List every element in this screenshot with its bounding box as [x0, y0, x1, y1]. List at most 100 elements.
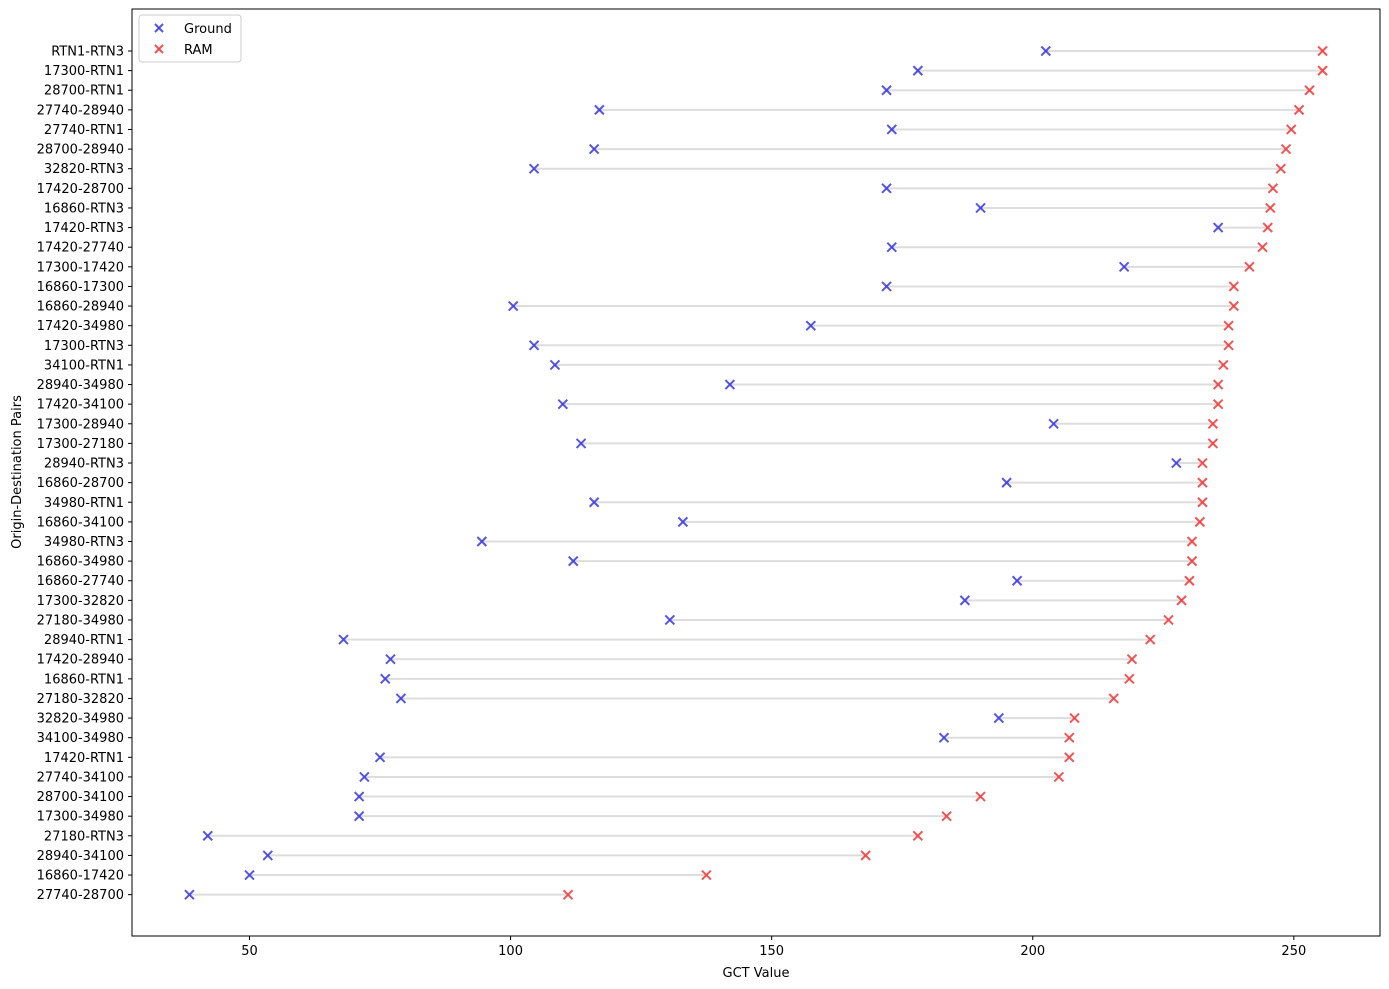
point-ground-16860-17420-stroke-b: [244, 869, 255, 881]
point-ram-rtn1-rtn3-stroke-b: [1317, 45, 1328, 57]
point-ground-17300-27180-stroke-b: [575, 438, 587, 449]
point-ground-16860-34100-stroke-b: [677, 516, 689, 528]
y-axis-ticks: RTN1-RTN3 17300-RTN1 28700-RTN1 27740-28940…: [37, 45, 132, 903]
y-tick-label-17420-28700: 17420-28700: [37, 182, 124, 197]
point-ram-17420-34980-stroke-b: [1223, 320, 1234, 331]
x-tick-label-250: 250: [1281, 944, 1306, 959]
point-ram-28700-28940: [1280, 143, 1292, 155]
point-ram-28700-rtn1-stroke-b: [1304, 85, 1315, 96]
point-ground-28940-rtn1-stroke-b: [338, 634, 349, 645]
point-ram-17420-27740: [1257, 241, 1268, 253]
point-ground-34100-34980-stroke-b: [938, 732, 950, 743]
point-ground-32820-34980: [993, 712, 1005, 724]
point-ground-rtn1-rtn3-stroke-b: [1040, 45, 1052, 57]
y-tick-label-17300-34980: 17300-34980: [37, 810, 124, 825]
point-ground-17300-27180: [575, 438, 587, 449]
point-ram-28700-28940-stroke-b: [1280, 143, 1292, 155]
point-ram-27180-34980-stroke-b: [1163, 614, 1174, 626]
connector-lines: [189, 50, 1323, 896]
point-ram-34980-rtn3: [1186, 536, 1198, 547]
legend-box: [138, 14, 242, 63]
point-ground-28940-34100-stroke-b: [262, 850, 273, 861]
point-ground-27180-32820: [395, 693, 407, 704]
y-tick-label-17420-34980: 17420-34980: [37, 319, 124, 334]
point-ram-16860-17300-stroke-b: [1228, 281, 1239, 292]
point-ground-28940-34100: [262, 850, 273, 861]
point-ram-28700-34100-stroke-b: [975, 791, 986, 802]
y-tick-label-27740-34100: 27740-34100: [37, 770, 124, 785]
point-ram-17300-28940: [1207, 418, 1219, 429]
y-tick-label-17420-34100: 17420-34100: [37, 398, 124, 413]
point-ram-28940-34980: [1212, 379, 1224, 390]
point-ground-34980-rtn3-stroke-b: [476, 536, 488, 547]
point-ram-17300-27180-stroke-b: [1207, 438, 1219, 449]
point-ram-34980-rtn1-stroke-b: [1197, 497, 1208, 508]
point-ram-28940-rtn1-stroke-b: [1145, 634, 1156, 645]
point-ram-17420-34100-stroke-b: [1212, 398, 1224, 410]
point-ground-32820-rtn3-stroke-b: [528, 163, 540, 174]
y-tick-label-16860-rtn3: 16860-RTN3: [44, 201, 124, 216]
point-ram-27740-34100-stroke-b: [1053, 771, 1065, 783]
point-ground-17300-rtn1-stroke-b: [912, 65, 924, 76]
point-ground-27740-34100-stroke-b: [359, 771, 370, 783]
point-ground-16860-rtn3-stroke-b: [975, 202, 986, 214]
point-ground-34100-rtn1-stroke-b: [549, 359, 561, 371]
point-ground-17420-28940-stroke-b: [385, 654, 396, 665]
point-ram-27180-rtn3-stroke-b: [912, 830, 924, 842]
point-ground-27740-28700-stroke-b: [184, 889, 195, 900]
point-ram-27740-28700-stroke-b: [562, 889, 574, 900]
point-ground-28940-rtn1: [338, 634, 349, 645]
point-ground-16860-27740: [1011, 575, 1023, 586]
point-ram-16860-28940-stroke-b: [1228, 300, 1239, 312]
y-tick-label-34100-rtn1: 34100-RTN1: [44, 358, 124, 373]
y-axis-label: Origin-Destination Pairs: [10, 395, 25, 549]
point-ground-27180-34980-stroke-b: [664, 614, 676, 626]
point-ram-28940-rtn3: [1197, 457, 1208, 469]
point-ram-17300-rtn1-stroke-b: [1317, 65, 1328, 76]
point-ground-17420-28700: [881, 183, 892, 194]
point-ground-16860-28940-stroke-b: [507, 300, 519, 312]
point-ram-17420-28940-stroke-b: [1126, 654, 1138, 665]
point-ram-32820-rtn3-stroke-b: [1275, 163, 1286, 174]
point-ground-27740-34100: [359, 771, 370, 783]
point-ground-16860-17300: [881, 281, 892, 292]
point-ram-17420-rtn1-stroke-b: [1064, 752, 1075, 763]
y-tick-label-32820-rtn3: 32820-RTN3: [44, 162, 124, 177]
point-ground-27740-28700: [184, 889, 195, 900]
x-tick-label-150: 150: [759, 944, 784, 959]
point-ram-17420-27740-stroke-b: [1257, 241, 1268, 253]
point-ram-17300-rtn3: [1223, 340, 1234, 351]
legend-x-ground-stroke-b: [154, 23, 164, 33]
point-ground-17300-28940-stroke-b: [1048, 418, 1059, 429]
point-ground-16860-rtn3: [975, 202, 986, 214]
point-ram-16860-34980-stroke-b: [1186, 555, 1198, 567]
point-ground-17420-34100: [557, 398, 569, 410]
point-ground-16860-17420: [244, 869, 255, 881]
y-tick-label-16860-34980: 16860-34980: [37, 555, 124, 570]
point-ground-17420-34100-stroke-b: [557, 398, 569, 410]
point-ground-17300-34980-stroke-b: [353, 810, 365, 822]
point-ground-16860-rtn1-stroke-b: [380, 673, 391, 685]
y-tick-label-16860-27740: 16860-27740: [37, 574, 124, 589]
legend: Ground RAM: [138, 14, 242, 63]
point-ram-28940-34100-stroke-b: [860, 850, 871, 861]
point-ram-17300-32820: [1176, 595, 1187, 606]
point-ground-17420-rtn1: [374, 752, 386, 763]
point-ram-17420-28940: [1126, 654, 1138, 665]
y-tick-label-rtn1-rtn3: RTN1-RTN3: [51, 45, 124, 60]
point-ram-17300-32820-stroke-b: [1176, 595, 1187, 606]
point-ground-28700-34100-stroke-b: [353, 791, 365, 802]
point-ram-27740-28940: [1293, 104, 1305, 116]
point-ground-28940-rtn3: [1171, 457, 1182, 469]
point-ground-17420-28700-stroke-b: [881, 183, 892, 194]
point-ram-34100-34980: [1064, 732, 1075, 743]
point-ground-27180-34980: [664, 614, 676, 626]
point-ground-17420-rtn1-stroke-b: [374, 752, 386, 763]
point-ground-27740-rtn1-stroke-b: [886, 124, 897, 135]
point-ground-17300-17420: [1118, 261, 1130, 273]
point-ground-34100-rtn1: [549, 359, 561, 371]
y-tick-label-16860-34100: 16860-34100: [37, 515, 124, 530]
point-ground-16860-rtn1: [380, 673, 391, 685]
point-ground-34980-rtn1: [588, 497, 600, 508]
point-ram-17420-rtn3-stroke-b: [1262, 222, 1273, 233]
